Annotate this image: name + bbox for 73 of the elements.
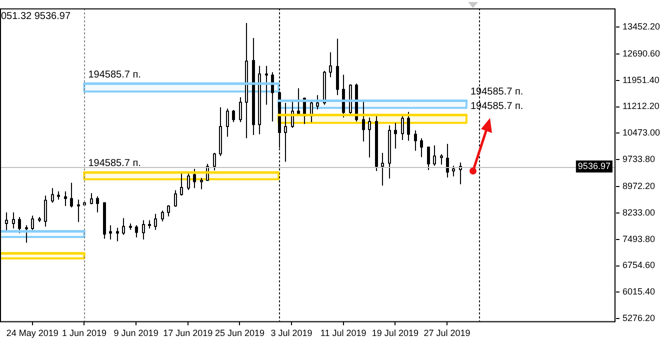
annotation: 194585.7 п. (470, 100, 524, 112)
candlestick (122, 218, 125, 236)
x-tick-label: 3 Jul 2019 (270, 328, 312, 338)
y-tick-label: 12690.60 (622, 48, 660, 59)
candlestick (433, 144, 436, 166)
candlestick (420, 138, 423, 158)
x-tick-label: 9 Jun 2019 (114, 328, 158, 338)
candlestick (407, 111, 410, 142)
y-tick-label: 7493.80 (622, 234, 656, 244)
candlestick (161, 210, 164, 222)
x-tick-label: 19 Jul 2019 (372, 328, 418, 338)
candlestick (329, 52, 332, 78)
y-tick-label: 10473.00 (622, 128, 660, 138)
candlestick (232, 110, 235, 123)
annotation: 194585.7 п. (88, 158, 141, 170)
y-tick-label: 11951.40 (622, 74, 660, 85)
candlestick (116, 227, 119, 242)
candlestick (427, 146, 430, 170)
candlestick (44, 195, 47, 228)
candlestick (284, 102, 287, 162)
candlestick (18, 216, 21, 234)
x-tick-label: 17 Jun 2019 (163, 328, 213, 338)
candlestick (70, 182, 73, 208)
candlestick (401, 115, 404, 141)
candlestick (77, 199, 80, 223)
annotation: 194585.7 п. (470, 86, 524, 98)
candlestick (64, 190, 67, 206)
candlestick (414, 130, 417, 152)
candlestick (31, 215, 34, 230)
y-tick-label: 8972.20 (622, 181, 656, 192)
candlestick (394, 122, 397, 150)
y-tick-label: 5276.20 (622, 312, 656, 323)
candlestick (12, 212, 15, 229)
x-tick-label: 24 May 2019 (6, 328, 58, 338)
candlestick (239, 96, 242, 123)
candlestick (452, 165, 455, 177)
candlestick (154, 213, 157, 230)
candlestick (381, 152, 384, 186)
y-tick-label: 13452.20 (622, 21, 660, 32)
x-tick-label: 11 Jul 2019 (320, 328, 366, 338)
x-tick-label: 27 Jul 2019 (424, 328, 470, 338)
y-tick-label: 9733.80 (622, 154, 656, 164)
candlestick (5, 212, 8, 232)
candlestick (51, 188, 54, 204)
candlestick (180, 172, 183, 196)
candlestick (316, 94, 319, 110)
candlestick (25, 224, 28, 244)
y-tick-label: 6754.60 (622, 260, 656, 270)
candlestick (187, 172, 190, 190)
candlestick (96, 196, 99, 213)
candlestick (174, 190, 177, 208)
candlestick (342, 74, 345, 118)
candlestick (193, 168, 196, 189)
y-tick-label: 8233.00 (622, 208, 656, 218)
candlestick (226, 108, 229, 138)
candlestick (213, 152, 216, 171)
ref-line-label: 9536.97 (578, 160, 610, 171)
candlestick (362, 99, 365, 142)
candlestick (135, 224, 138, 238)
y-tick-label: 6015.40 (622, 286, 656, 297)
candlestick (109, 224, 112, 240)
candlestick (440, 154, 443, 166)
candlestick (446, 143, 449, 178)
candlestick (336, 38, 339, 96)
candlestick (265, 65, 268, 106)
y-tick-label: 11212.20 (622, 101, 660, 112)
x-tick-label: 25 Jun 2019 (214, 328, 264, 338)
x-tick-label: 1 Jun 2019 (62, 328, 106, 338)
candlestick (368, 117, 371, 158)
annotation: 194585.7 п. (88, 69, 141, 80)
candlestick (142, 220, 145, 240)
annotation: 051.32 9536.97 (1, 11, 71, 22)
candlestick (200, 177, 203, 190)
